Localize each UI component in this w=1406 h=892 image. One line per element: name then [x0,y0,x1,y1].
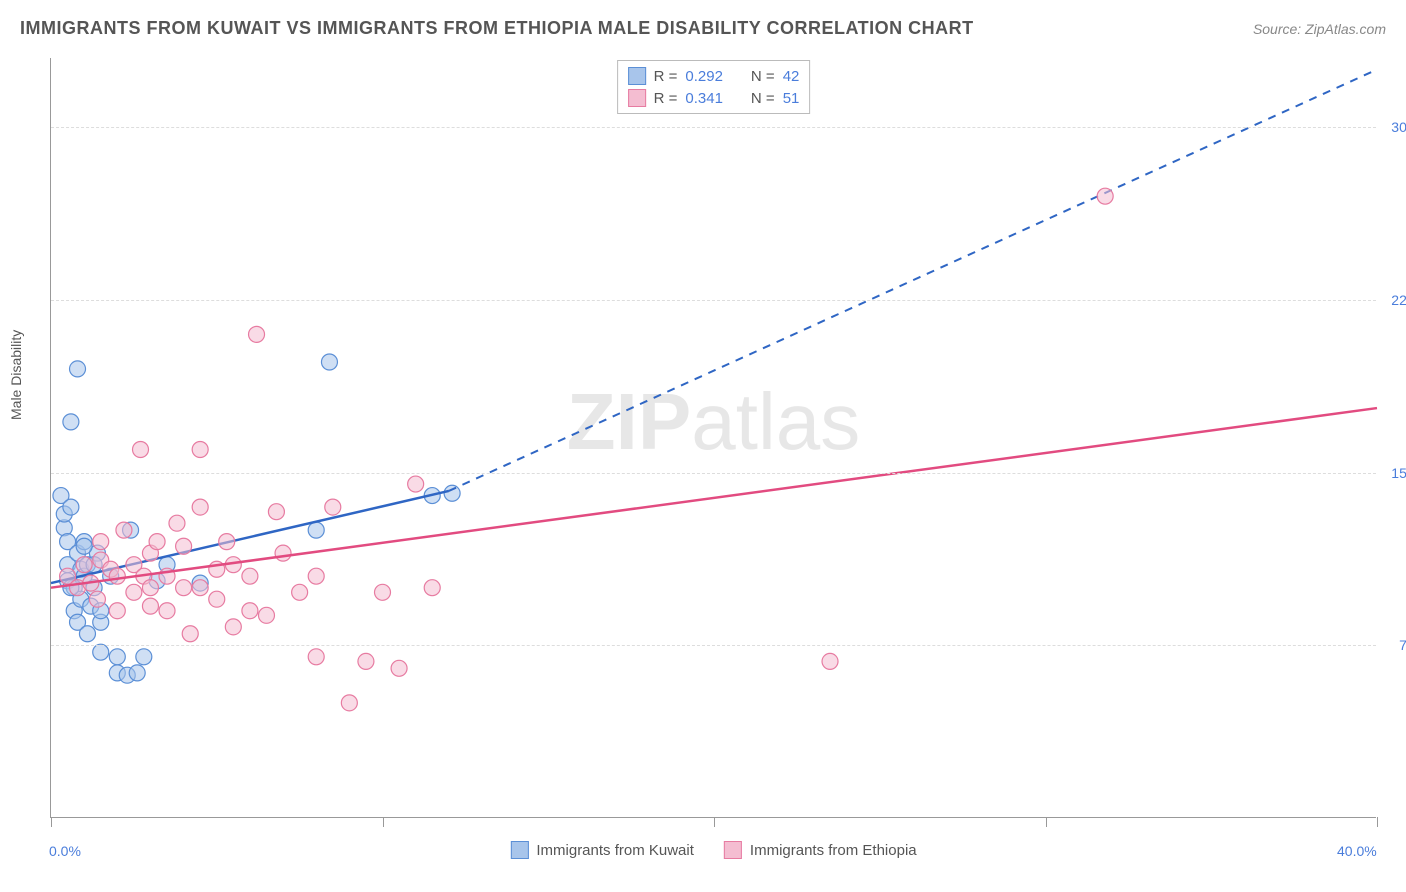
x-tick [1046,817,1047,827]
data-point-ethiopia [109,603,125,619]
data-point-kuwait [308,522,324,538]
data-point-ethiopia [225,619,241,635]
data-point-kuwait [321,354,337,370]
data-point-ethiopia [292,584,308,600]
data-point-ethiopia [109,568,125,584]
data-point-kuwait [129,665,145,681]
legend-n-label: N = [751,68,775,85]
data-point-ethiopia [209,591,225,607]
data-point-ethiopia [358,653,374,669]
data-point-ethiopia [375,584,391,600]
gridline [51,300,1376,301]
data-point-ethiopia [308,568,324,584]
data-point-kuwait [63,499,79,515]
data-point-ethiopia [424,580,440,596]
data-point-ethiopia [258,607,274,623]
legend-n-value: 51 [783,90,800,107]
legend-series-item: Immigrants from Kuwait [510,841,694,859]
legend-correlation-row: R = 0.292 N = 42 [628,65,800,87]
data-point-ethiopia [142,580,158,596]
data-point-ethiopia [341,695,357,711]
data-point-ethiopia [192,580,208,596]
x-tick [714,817,715,827]
data-point-ethiopia [391,660,407,676]
legend-r-value: 0.341 [685,90,723,107]
data-point-ethiopia [142,598,158,614]
data-point-kuwait [79,626,95,642]
data-point-ethiopia [192,442,208,458]
x-tick-label: 0.0% [49,843,81,859]
data-point-kuwait [76,538,92,554]
x-tick [1377,817,1378,827]
y-tick-label: 7.5% [1399,637,1406,653]
data-point-kuwait [136,649,152,665]
data-point-ethiopia [219,534,235,550]
data-point-ethiopia [1097,188,1113,204]
y-tick-label: 30.0% [1391,119,1406,135]
data-point-ethiopia [176,538,192,554]
data-point-ethiopia [822,653,838,669]
data-point-kuwait [70,361,86,377]
data-point-ethiopia [308,649,324,665]
title-row: IMMIGRANTS FROM KUWAIT VS IMMIGRANTS FRO… [20,18,1386,39]
data-point-ethiopia [93,534,109,550]
legend-swatch [724,841,742,859]
legend-swatch [510,841,528,859]
y-axis-label: Male Disability [8,330,24,420]
data-point-ethiopia [268,504,284,520]
x-tick-label: 40.0% [1337,843,1377,859]
chart-svg [51,58,1377,818]
legend-swatch [628,67,646,85]
data-point-ethiopia [149,534,165,550]
legend-r-label: R = [654,68,678,85]
legend-n-label: N = [751,90,775,107]
legend-correlation-row: R = 0.341 N = 51 [628,87,800,109]
trendline-ethiopia [51,408,1377,588]
x-tick [51,817,52,827]
gridline [51,473,1376,474]
data-point-ethiopia [169,515,185,531]
data-point-kuwait [109,649,125,665]
data-point-kuwait [444,485,460,501]
data-point-ethiopia [76,557,92,573]
data-point-ethiopia [176,580,192,596]
data-point-ethiopia [159,603,175,619]
y-tick-label: 15.0% [1391,465,1406,481]
gridline [51,127,1376,128]
source-text: Source: ZipAtlas.com [1253,21,1386,37]
data-point-kuwait [63,414,79,430]
data-point-kuwait [93,644,109,660]
data-point-ethiopia [182,626,198,642]
legend-series-item: Immigrants from Ethiopia [724,841,917,859]
legend-series-label: Immigrants from Ethiopia [750,842,917,859]
data-point-ethiopia [242,603,258,619]
plot-area: ZIPatlas R =0.292N =42R =0.341N =51 Immi… [50,58,1376,818]
y-tick-label: 22.5% [1391,292,1406,308]
chart-title: IMMIGRANTS FROM KUWAIT VS IMMIGRANTS FRO… [20,18,974,39]
x-tick [383,817,384,827]
data-point-ethiopia [325,499,341,515]
legend-n-value: 42 [783,68,800,85]
legend-swatch [628,89,646,107]
legend-series-label: Immigrants from Kuwait [536,842,694,859]
data-point-ethiopia [192,499,208,515]
gridline [51,645,1376,646]
data-point-ethiopia [133,442,149,458]
legend-r-value: 0.292 [685,68,723,85]
data-point-ethiopia [408,476,424,492]
data-point-ethiopia [89,591,105,607]
data-point-ethiopia [126,584,142,600]
data-point-ethiopia [116,522,132,538]
legend-series: Immigrants from Kuwait Immigrants from Et… [510,841,916,859]
data-point-ethiopia [242,568,258,584]
legend-r-label: R = [654,90,678,107]
legend-correlation: R = 0.292 N = 42 R = 0.341 N = 51 [617,60,811,114]
data-point-ethiopia [275,545,291,561]
data-point-ethiopia [249,326,265,342]
